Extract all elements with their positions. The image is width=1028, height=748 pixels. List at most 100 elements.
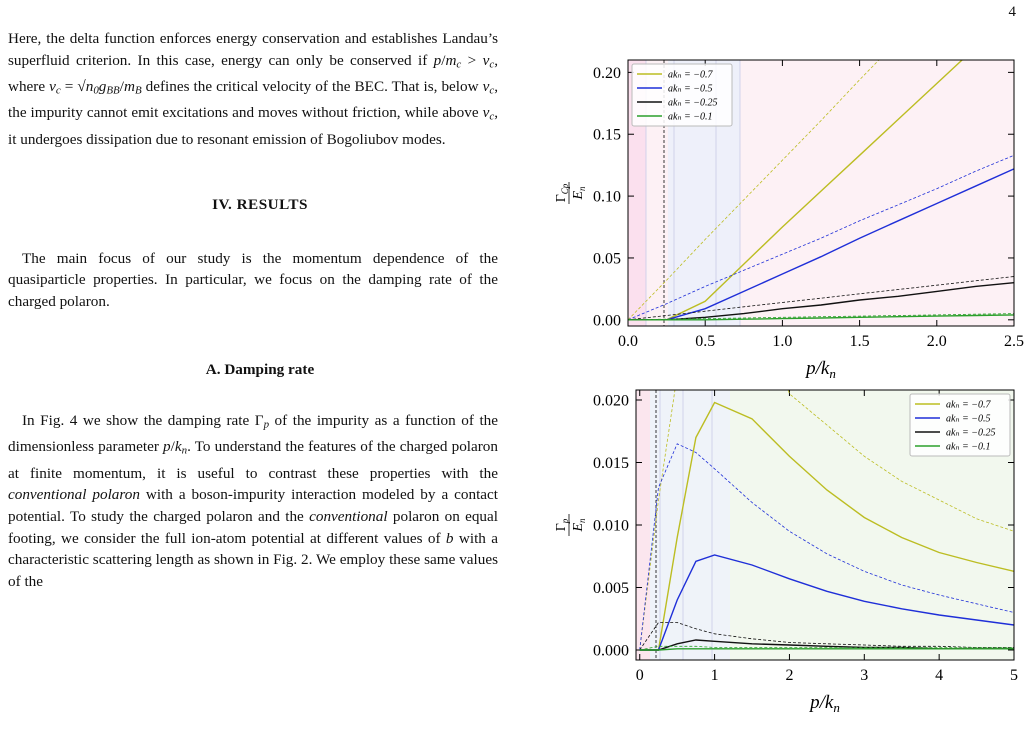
x-tick-label: 1.5 bbox=[850, 333, 870, 350]
section-heading: IV. RESULTS bbox=[8, 194, 498, 216]
x-tick-label: 2 bbox=[785, 667, 793, 684]
text-run: / bbox=[119, 77, 124, 95]
y-tick-label: 0.010 bbox=[593, 518, 629, 535]
plot-frame bbox=[635, 389, 1015, 661]
math-italic: conventional bbox=[309, 507, 388, 525]
legend-label: akₙ = −0.5 bbox=[946, 414, 991, 425]
math-italic: p bbox=[163, 438, 171, 456]
text-run: . To understand the features of the char… bbox=[8, 438, 498, 482]
y-tick-label: 0.020 bbox=[593, 393, 629, 410]
curve bbox=[639, 554, 1014, 651]
math-italic: m bbox=[123, 77, 135, 95]
text-run: of the impurity as a function of the dim… bbox=[8, 412, 498, 456]
math-italic: g bbox=[98, 77, 107, 95]
x-label-sub: n bbox=[829, 366, 836, 381]
math-subscript: c bbox=[489, 84, 495, 97]
subsection-heading: A. Damping rate bbox=[8, 359, 498, 381]
text-run: In Fig. 4 we show the damping rate Γ bbox=[22, 412, 264, 430]
math-subscript: B bbox=[134, 84, 142, 97]
x-label-sub: n bbox=[833, 700, 840, 715]
y-label-den-sub: n bbox=[577, 186, 587, 191]
text-run: , where bbox=[8, 51, 498, 95]
math-italic: v bbox=[482, 51, 490, 69]
y-label-den-sub: n bbox=[577, 518, 587, 523]
conventional-curve bbox=[628, 313, 1014, 321]
y-tick-label: 0.000 bbox=[593, 643, 629, 660]
y-label-num-main: Γ bbox=[554, 194, 569, 202]
math-italic: k bbox=[174, 438, 182, 456]
conventional-curve bbox=[639, 443, 1014, 651]
legend-label: akₙ = −0.1 bbox=[946, 442, 991, 453]
y-label-numerator: Γp bbox=[554, 518, 570, 531]
math-subscript: c bbox=[55, 84, 61, 97]
math-subscript: BB bbox=[106, 84, 120, 97]
text-run: > bbox=[461, 51, 483, 69]
text-run: / bbox=[170, 438, 175, 456]
legend-label: akₙ = −0.1 bbox=[668, 112, 713, 123]
math-subscript: p bbox=[263, 418, 270, 431]
x-tick-label: 1.0 bbox=[772, 333, 792, 350]
legend-label: akₙ = −0.25 bbox=[668, 98, 718, 109]
x-tick-label: 0 bbox=[636, 667, 644, 684]
y-label-denominator: En bbox=[571, 518, 587, 533]
y-label-denominator: En bbox=[571, 186, 587, 201]
math-italic: v bbox=[482, 104, 490, 122]
text-run: Here, the delta function enforces energy… bbox=[8, 30, 498, 69]
legend-label: akₙ = −0.7 bbox=[946, 400, 991, 411]
paragraph: The main focus of our study is the momen… bbox=[8, 248, 498, 313]
curve bbox=[628, 168, 1014, 321]
y-tick-label: 0.05 bbox=[593, 250, 621, 267]
y-label-den-main: E bbox=[571, 523, 586, 533]
math-italic: b bbox=[445, 529, 454, 547]
math-subscript: c bbox=[489, 110, 495, 123]
math-italic: v bbox=[49, 77, 56, 95]
curve bbox=[628, 314, 1014, 321]
text-run: defines the critical velocity of the BEC… bbox=[141, 77, 483, 95]
x-label-main: p/k bbox=[808, 692, 834, 713]
text-run: IV. RESULTS bbox=[212, 196, 308, 214]
text-run: , the impurity cannot emit excitations a… bbox=[8, 77, 498, 122]
paragraph: Here, the delta function enforces energy… bbox=[8, 28, 498, 150]
plot-frame bbox=[627, 59, 1015, 327]
conventional-curve bbox=[639, 645, 1014, 651]
legend-box bbox=[909, 393, 1011, 457]
curve bbox=[639, 648, 1014, 651]
paragraph: In Fig. 4 we show the damping rate Γp of… bbox=[8, 410, 498, 592]
curve bbox=[628, 60, 964, 321]
shade-band bbox=[650, 390, 730, 660]
y-label-num-sub: Cp bbox=[560, 183, 570, 194]
math-subscript: 0 bbox=[93, 84, 99, 97]
text-run: The main focus of our study is the momen… bbox=[8, 249, 498, 310]
math-subscript: c bbox=[456, 58, 462, 71]
math-italic: p bbox=[433, 51, 442, 69]
x-axis-label: p/kn bbox=[804, 358, 836, 381]
y-tick-label: 0.10 bbox=[593, 189, 621, 206]
x-tick-label: 1 bbox=[711, 667, 719, 684]
math-italic: v bbox=[482, 77, 490, 95]
y-tick-label: 0.015 bbox=[593, 455, 629, 472]
x-tick-label: 2.0 bbox=[927, 333, 947, 350]
text-column: Here, the delta function enforces energy… bbox=[8, 28, 498, 592]
y-tick-label: 0.00 bbox=[593, 312, 621, 329]
chart: 0.000 0.005 0.010 0.015 0.020 0 1 2 3 4 5 akₙ = −0.… bbox=[554, 389, 1018, 715]
text-run: polaron on equal footing, we consider th… bbox=[8, 507, 498, 547]
y-label-numerator: ΓCp bbox=[554, 183, 570, 202]
text-run: / bbox=[441, 51, 446, 69]
x-tick-label: 3 bbox=[860, 667, 868, 684]
conventional-curve bbox=[639, 622, 1014, 651]
text-run: with a characteristic scattering length … bbox=[8, 529, 498, 590]
x-tick-label: 0.0 bbox=[618, 333, 638, 350]
conventional-curve bbox=[628, 154, 1014, 321]
legend-label: akₙ = −0.5 bbox=[668, 84, 713, 95]
curve bbox=[628, 282, 1014, 321]
page-number: 4 bbox=[1008, 4, 1017, 20]
x-axis-label: p/kn bbox=[808, 692, 840, 715]
legend-label: akₙ = −0.7 bbox=[668, 70, 713, 81]
x-tick-label: 0.5 bbox=[695, 333, 715, 350]
math-subscript: c bbox=[489, 58, 495, 71]
math-italic: m bbox=[445, 51, 457, 69]
